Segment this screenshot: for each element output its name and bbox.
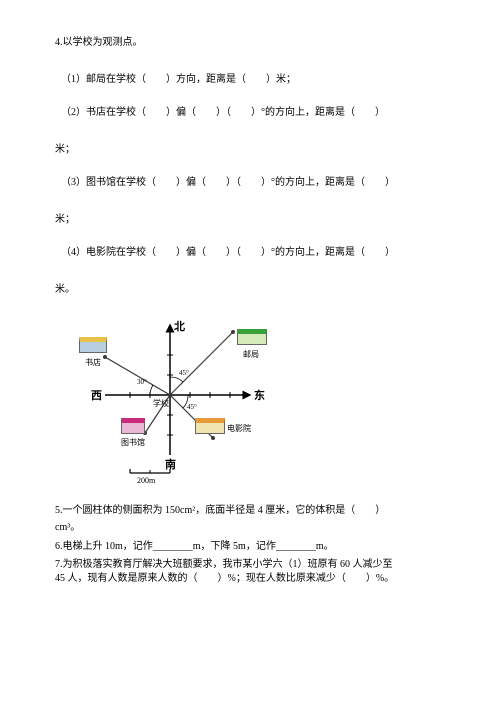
q4-item4: （4）电影院在学校（ ）偏（ ）（ ）°的方向上，距离是（ ） [55,245,445,260]
label-bookstore: 书店 [85,357,101,369]
center-label: 学校 [153,398,169,410]
q7-line2: 45 人，现有人数是原来人数的（ ）%；现在人数比原来减少（ ）%。 [55,572,445,586]
building-cinema [195,418,225,434]
q6: 6.电梯上升 10m，记作________m，下降 5m，记作________m… [55,539,445,554]
q4-item2-tail: 米； [55,142,445,157]
q4-item2: （2）书店在学校（ ）偏（ ）（ ）°的方向上，距离是（ ） [55,105,445,120]
dir-south: 南 [165,457,176,474]
q4-item3: （3）图书馆在学校（ ）偏（ ）（ ）°的方向上，距离是（ ） [55,175,445,190]
angle-30: 30° [137,377,147,388]
q4-item3-tail: 米； [55,212,445,227]
dir-west: 西 [91,388,102,405]
label-postoffice: 邮局 [243,349,259,361]
label-library: 图书馆 [121,437,145,449]
q4-item1: （1）邮局在学校（ ）方向，距离是（ ）米； [55,72,445,87]
q4-item4-tail: 米。 [55,282,445,297]
diagram-container: 北 东 南 西 学校 30° 45° 45° 书店 邮局 图书馆 电影院 200… [75,315,445,485]
building-postoffice [237,329,267,345]
q5-line1: 5.一个圆柱体的侧面积为 150cm²，底面半径是 4 厘米，它的体积是（ ） [55,503,445,518]
dir-north: 北 [174,319,185,336]
label-cinema: 电影院 [227,423,251,435]
q5-line2: cm³。 [55,520,445,535]
building-library [121,418,145,434]
angle-45b: 45° [187,402,197,413]
building-bookstore [79,337,107,353]
q7-line1: 7.为积极落实教育厅解决大班额要求，我市某小学六（1）班原有 60 人减少至 [55,558,445,572]
dir-east: 东 [254,388,265,405]
scale-label: 200m [137,475,155,487]
q4-title: 4.以学校为观测点。 [55,35,445,50]
direction-diagram: 北 东 南 西 学校 30° 45° 45° 书店 邮局 图书馆 电影院 200… [75,315,285,485]
angle-45a: 45° [179,368,189,379]
